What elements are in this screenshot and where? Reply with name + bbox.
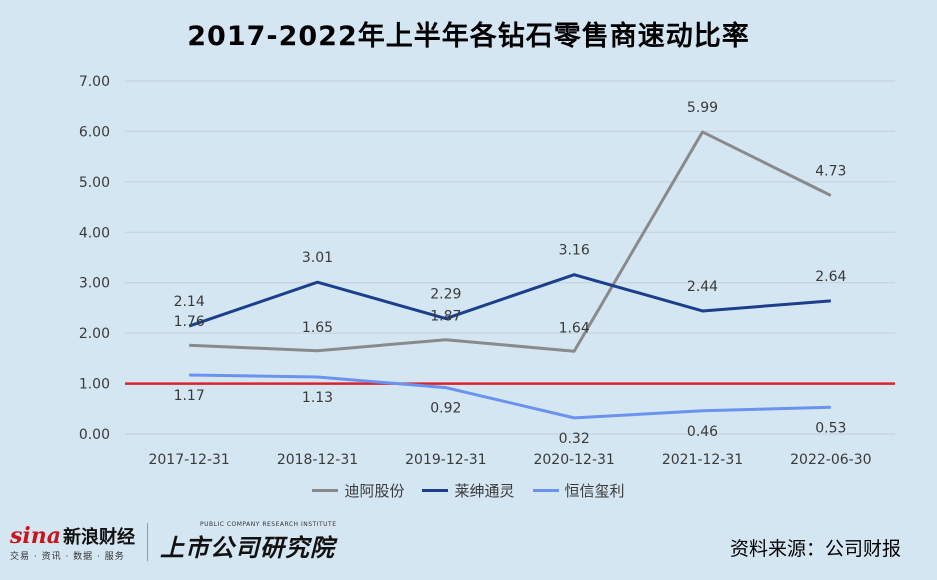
data-label: 2.29 (430, 287, 461, 303)
y-tick-label: 1.00 (79, 377, 110, 393)
x-tick-label: 2019-12-31 (405, 452, 486, 468)
legend-swatch (422, 489, 449, 492)
chart-title: 2017-2022年上半年各钻石零售商速动比率 (187, 21, 750, 52)
x-tick-label: 2018-12-31 (277, 452, 358, 468)
data-label: 1.76 (174, 314, 205, 330)
x-tick-label: 2017-12-31 (148, 452, 229, 468)
footer-logos: sina 新浪财经 交易 · 资讯 · 数据 · 服务 PUBLIC COMPA… (10, 518, 336, 566)
sina-finance-logo: sina 新浪财经 交易 · 资讯 · 数据 · 服务 (10, 523, 135, 562)
data-label: 2.14 (174, 294, 205, 310)
data-label: 4.73 (815, 163, 846, 179)
data-label: 5.99 (687, 100, 718, 116)
data-label: 3.01 (302, 250, 333, 266)
y-tick-label: 6.00 (79, 124, 110, 140)
data-label: 0.32 (559, 431, 590, 447)
series-line-0 (189, 130, 832, 353)
gridlines (125, 80, 895, 435)
data-label: 2.64 (815, 269, 846, 285)
sina-brand: sina (10, 522, 61, 549)
y-tick-label: 2.00 (79, 326, 110, 342)
legend-label: 莱绅通灵 (454, 482, 515, 500)
data-label: 0.53 (815, 420, 846, 436)
data-label: 2.44 (687, 279, 718, 295)
data-source: 资料来源：公司财报 (729, 538, 901, 560)
logo-divider (147, 523, 148, 561)
research-institute-en: PUBLIC COMPANY RESEARCH INSTITUTE (200, 521, 337, 528)
sina-tagline: 交易 · 资讯 · 数据 · 服务 (10, 551, 125, 562)
legend: 迪阿股份 莱绅通灵 恒信玺利 (0, 480, 937, 501)
data-label: 1.64 (559, 320, 590, 336)
series-lines (188, 130, 832, 420)
data-label: 1.65 (302, 320, 333, 336)
legend-item: 迪阿股份 (312, 480, 404, 501)
research-institute-cn: 上市公司研究院 (160, 534, 335, 562)
data-label: 1.17 (174, 388, 205, 404)
y-tick-label: 4.00 (79, 225, 110, 241)
y-tick-label: 3.00 (79, 276, 110, 292)
legend-label: 迪阿股份 (344, 482, 405, 500)
x-tick-label: 2021-12-31 (662, 452, 743, 468)
x-tick-label: 2020-12-31 (533, 452, 614, 468)
legend-item: 莱绅通灵 (422, 480, 515, 501)
research-institute-logo: PUBLIC COMPANY RESEARCH INSTITUTE 上市公司研究… (160, 521, 336, 563)
data-label: 1.13 (302, 390, 333, 406)
y-axis-ticks: 0.00 1.00 2.00 3.00 4.00 5.00 6.00 7.00 (79, 74, 110, 443)
x-tick-label: 2022-06-30 (790, 452, 871, 468)
data-label: 1.87 (430, 309, 461, 325)
legend-swatch (532, 489, 559, 492)
data-labels: 1.76 1.65 1.87 1.64 5.99 4.73 2.14 3.01 2.29 3.16… (174, 100, 847, 447)
y-tick-label: 7.00 (79, 74, 110, 90)
legend-label: 恒信玺利 (564, 482, 625, 500)
sina-finance-name: 新浪财经 (63, 526, 135, 548)
series-line-1 (188, 273, 831, 328)
series-line-2 (189, 373, 831, 420)
legend-item: 恒信玺利 (532, 480, 625, 501)
y-tick-label: 5.00 (79, 175, 110, 191)
data-label: 0.46 (687, 424, 718, 440)
data-label: 3.16 (559, 243, 590, 259)
x-axis-ticks: 2017-12-31 2018-12-31 2019-12-31 2020-12-31… (148, 452, 871, 468)
y-tick-label: 0.00 (79, 427, 110, 443)
line-chart: 0.00 1.00 2.00 3.00 4.00 5.00 6.00 7.00 2017-12… (79, 74, 895, 468)
legend-swatch (312, 489, 339, 492)
data-label: 0.92 (430, 401, 461, 417)
